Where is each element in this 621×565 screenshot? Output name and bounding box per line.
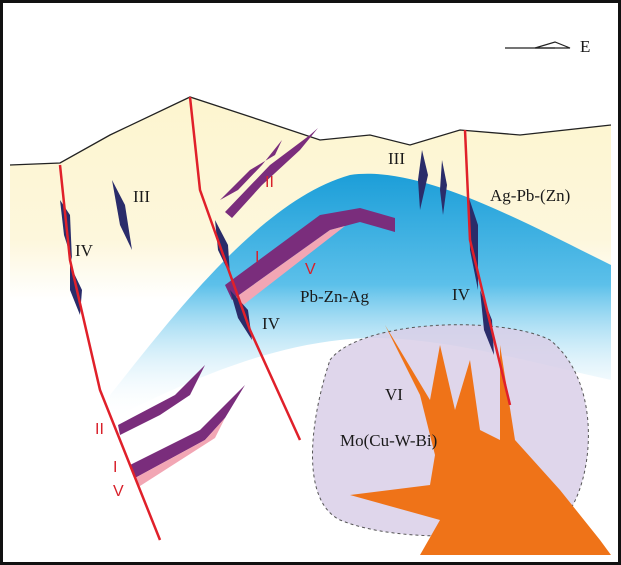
zone-label: III [388, 149, 405, 168]
vein-label: I [113, 459, 117, 476]
vein-label: II [265, 174, 274, 191]
vein-label: I [255, 249, 259, 266]
zone-label: IV [452, 285, 471, 304]
zone-label: III [133, 187, 150, 206]
direction: E [580, 37, 590, 56]
zone-label: Pb-Zn-Ag [300, 287, 369, 306]
cross-section: E III IV II I V Pb-Zn-Ag IV III Ag-Pb-(Z… [0, 0, 621, 565]
zone-label: Mo(Cu-W-Bi) [340, 431, 437, 450]
zone-label: Ag-Pb-(Zn) [490, 186, 570, 205]
vein-label: V [305, 261, 316, 278]
vein-label: II [95, 421, 104, 438]
zone-label: IV [262, 314, 281, 333]
zone-label: VI [385, 385, 403, 404]
zone-label: IV [75, 241, 94, 260]
vein-label: V [113, 483, 124, 500]
